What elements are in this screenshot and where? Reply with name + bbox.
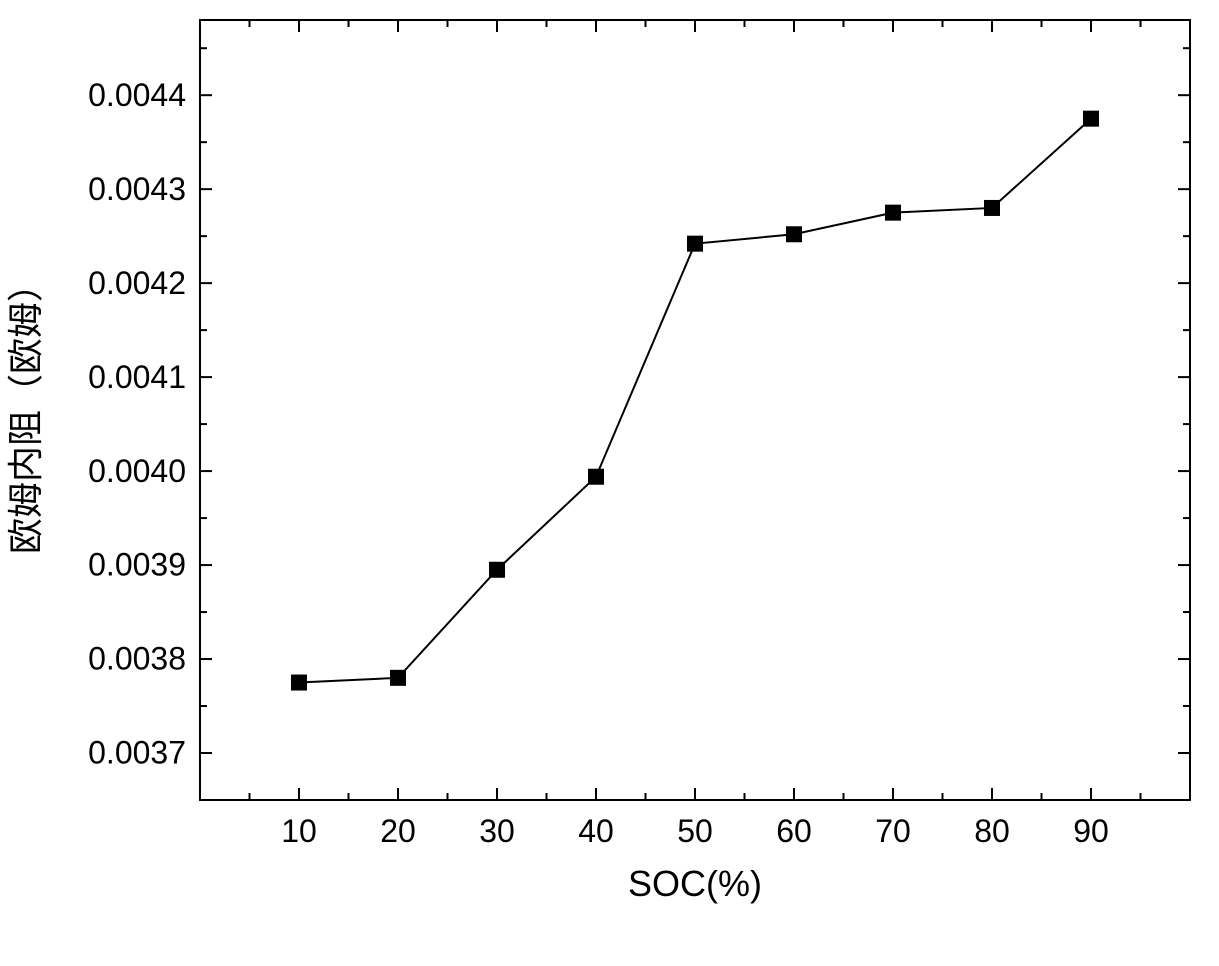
- x-tick-label: 90: [1073, 813, 1109, 849]
- y-tick-label: 0.0044: [88, 77, 186, 113]
- y-axis-label: 欧姆内阻（欧姆）: [5, 266, 46, 554]
- x-tick-label: 50: [677, 813, 713, 849]
- x-tick-label: 40: [578, 813, 614, 849]
- x-tick-label: 30: [479, 813, 515, 849]
- data-marker: [1083, 111, 1099, 127]
- y-tick-label: 0.0043: [88, 171, 186, 207]
- data-marker: [687, 236, 703, 252]
- x-tick-label: 10: [281, 813, 317, 849]
- x-tick-label: 70: [875, 813, 911, 849]
- x-tick-label: 80: [974, 813, 1010, 849]
- x-tick-label: 20: [380, 813, 416, 849]
- y-tick-label: 0.0038: [88, 641, 186, 677]
- x-axis-label: SOC(%): [628, 863, 762, 904]
- y-tick-label: 0.0042: [88, 265, 186, 301]
- data-marker: [984, 200, 1000, 216]
- data-marker: [390, 670, 406, 686]
- y-tick-label: 0.0037: [88, 735, 186, 771]
- y-tick-label: 0.0040: [88, 453, 186, 489]
- data-marker: [885, 205, 901, 221]
- y-tick-label: 0.0039: [88, 547, 186, 583]
- x-tick-label: 60: [776, 813, 812, 849]
- line-chart: 10 20 30 40 50 60 70 80 90 0.0037 0.0038 0.0039 0.00…: [0, 0, 1219, 966]
- data-marker: [786, 226, 802, 242]
- y-tick-label: 0.0041: [88, 359, 186, 395]
- data-marker: [291, 675, 307, 691]
- data-marker: [588, 469, 604, 485]
- data-marker: [489, 562, 505, 578]
